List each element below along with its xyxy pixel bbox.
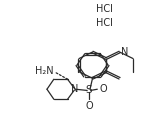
Text: HCl: HCl — [96, 4, 113, 14]
Text: N: N — [71, 84, 78, 94]
Text: H₂N: H₂N — [35, 66, 54, 76]
Text: O: O — [100, 84, 107, 94]
Text: S: S — [86, 85, 92, 95]
Text: O: O — [85, 101, 93, 111]
Text: N: N — [121, 47, 129, 57]
Text: HCl: HCl — [96, 18, 113, 28]
